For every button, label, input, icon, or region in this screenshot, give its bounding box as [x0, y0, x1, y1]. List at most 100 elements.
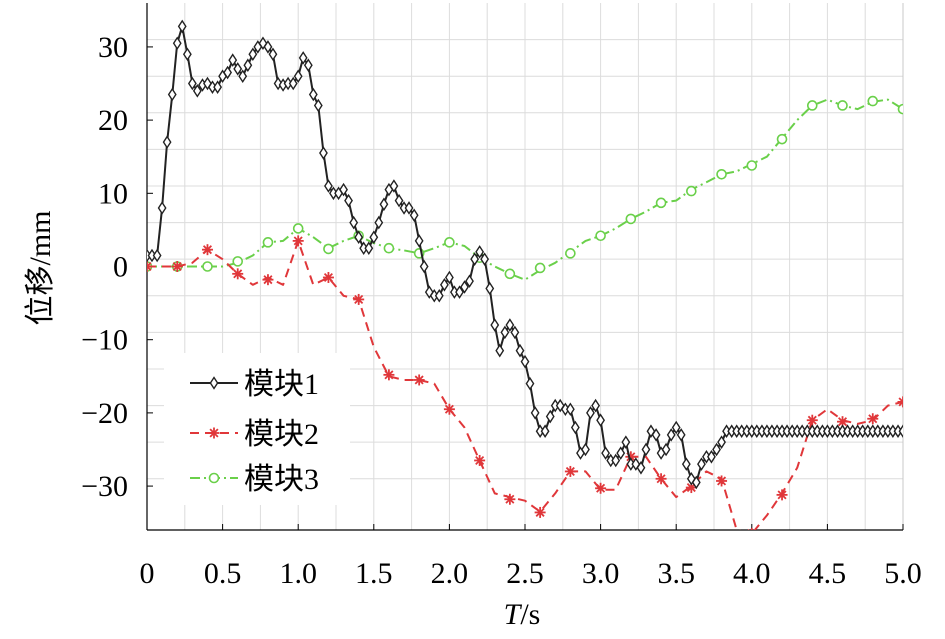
series-line: [147, 98, 903, 281]
data-point: [233, 62, 243, 76]
data-point: [540, 424, 550, 438]
data-point: [655, 197, 667, 209]
x-tick-label: 1.0: [279, 557, 317, 590]
x-tick-label: 1.5: [355, 557, 393, 590]
data-point: [313, 98, 323, 113]
series-lines: [147, 19, 903, 530]
data-point: [746, 160, 758, 171]
legend-label: 模块3: [244, 463, 319, 496]
y-tick-label: −10: [81, 324, 128, 357]
x-axis-label-italic: T: [504, 598, 523, 631]
data-point: [434, 288, 444, 303]
data-point: [666, 428, 676, 442]
x-tick-label: 4.5: [809, 557, 847, 590]
data-point: [867, 413, 879, 425]
data-point: [268, 47, 278, 62]
data-point: [691, 475, 701, 490]
data-point: [213, 80, 223, 94]
data-point: [686, 185, 697, 197]
data-point: [897, 103, 903, 115]
marker-stroke: [147, 261, 152, 268]
data-point: [625, 213, 637, 225]
data-point: [525, 376, 535, 391]
data-point: [369, 230, 379, 245]
data-point: [712, 442, 721, 457]
legend-item: 模块1: [190, 368, 319, 401]
data-point: [298, 51, 308, 65]
data-point: [534, 506, 546, 518]
series-2: [147, 235, 903, 530]
data-point: [671, 420, 681, 435]
data-point: [243, 58, 253, 72]
data-point: [495, 343, 505, 358]
data-point: [716, 168, 727, 180]
data-point: [354, 230, 364, 245]
grid-lines: [147, 3, 903, 530]
data-point: [515, 343, 525, 358]
data-point: [641, 442, 651, 457]
data-point: [564, 465, 576, 477]
data-point: [349, 215, 359, 230]
data-point: [374, 215, 384, 230]
marker-stroke: [626, 452, 636, 462]
data-point: [520, 354, 530, 369]
marker-stroke: [202, 245, 213, 255]
data-point: [152, 248, 162, 263]
legend-marker: [209, 376, 219, 390]
x-tick-label: 2.5: [506, 557, 544, 590]
marker-stroke: [596, 483, 606, 493]
data-point: [601, 446, 610, 460]
data-point: [440, 278, 449, 292]
data-point: [697, 457, 706, 471]
data-point: [192, 84, 202, 98]
data-point: [676, 428, 686, 442]
data-point: [485, 281, 495, 296]
legend-item: 模块2: [190, 418, 319, 451]
data-point: [147, 261, 153, 272]
marker-stroke: [354, 294, 364, 304]
data-point: [776, 133, 788, 145]
data-point: [409, 208, 419, 223]
marker-stroke: [293, 236, 303, 246]
data-point: [681, 457, 691, 471]
data-point: [232, 268, 244, 280]
data-point: [595, 230, 606, 242]
data-point: [232, 256, 244, 267]
data-point: [157, 201, 167, 215]
data-point: [806, 414, 818, 426]
data-point: [465, 274, 474, 288]
data-point: [319, 146, 328, 160]
data-point: [353, 293, 365, 305]
data-point: [636, 461, 646, 475]
marker-stroke: [807, 415, 817, 425]
legend-item: 模块3: [190, 463, 319, 496]
legend-marker: [208, 472, 220, 484]
data-point: [262, 274, 274, 286]
data-point: [655, 473, 667, 485]
series-line: [147, 239, 903, 530]
legend: 模块1 模块2 模块3: [164, 353, 350, 505]
data-point: [837, 100, 848, 111]
data-point: [444, 270, 454, 285]
data-point: [248, 47, 258, 62]
data-point: [534, 262, 546, 274]
data-point: [344, 193, 353, 208]
legend-label: 模块2: [244, 418, 319, 451]
marker-stroke: [172, 261, 182, 272]
data-point: [661, 442, 671, 457]
data-point: [455, 285, 464, 299]
data-point: [596, 413, 606, 427]
data-point: [414, 234, 424, 248]
data-point: [475, 245, 485, 259]
data-point: [323, 243, 334, 255]
data-point: [474, 454, 486, 466]
marker-stroke: [209, 428, 219, 438]
marker-stroke: [656, 474, 666, 484]
marker-stroke: [837, 417, 848, 427]
data-point: [238, 69, 248, 83]
y-tick-label: 30: [98, 31, 128, 64]
data-point: [364, 241, 374, 255]
data-point: [716, 475, 728, 487]
data-point: [223, 65, 232, 80]
y-tick-label: 0: [113, 251, 128, 284]
